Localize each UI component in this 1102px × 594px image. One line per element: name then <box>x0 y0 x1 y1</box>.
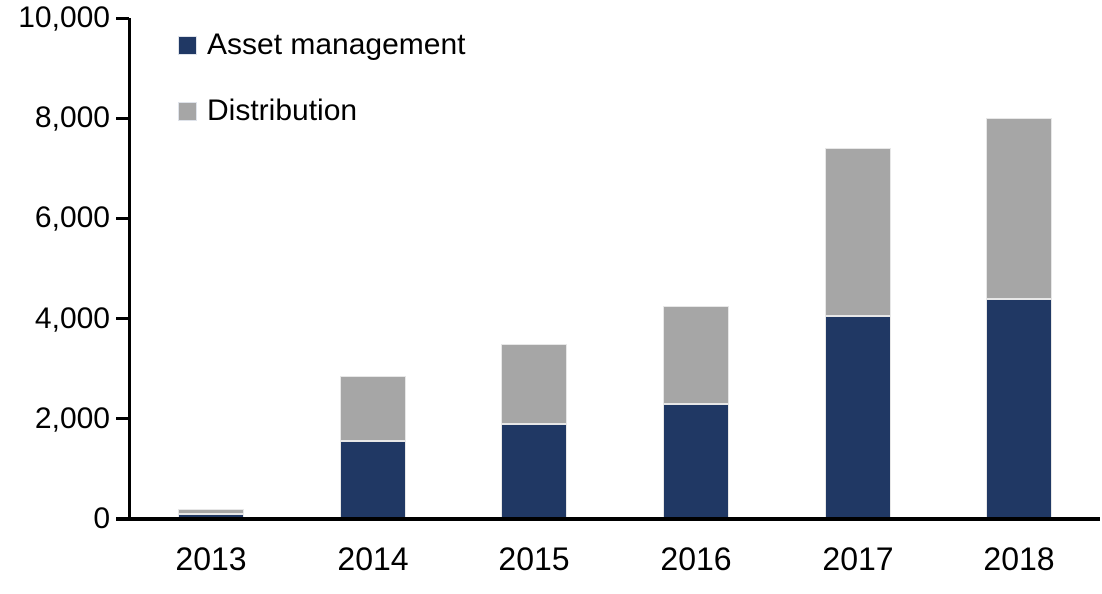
y-axis-tick <box>116 417 129 420</box>
bar-2016-distribution <box>663 306 729 404</box>
y-axis-tick-label: 6,000 <box>34 201 110 234</box>
x-axis-label-2015: 2015 <box>498 541 570 577</box>
bar-2017-asset-management <box>825 316 891 519</box>
legend-swatch-distribution <box>178 101 197 121</box>
bar-2015-distribution <box>501 343 567 424</box>
y-axis-tick <box>116 117 129 120</box>
bar-2013-distribution <box>178 508 244 514</box>
x-axis-label-2017: 2017 <box>822 541 894 577</box>
x-axis-line <box>116 517 1100 521</box>
legend-swatch-asset-management <box>178 35 197 55</box>
x-axis-label-2014: 2014 <box>337 541 409 577</box>
y-axis-tick <box>116 317 129 320</box>
x-axis-label-2016: 2016 <box>660 541 732 577</box>
y-axis-tick <box>116 217 129 220</box>
x-axis-label-2013: 2013 <box>175 541 247 577</box>
legend-item-asset-management: Asset management <box>178 28 465 62</box>
y-axis-line <box>128 18 131 521</box>
bar-2015-asset-management <box>501 423 567 519</box>
y-axis-tick-label: 2,000 <box>34 402 110 435</box>
legend-label: Asset management <box>207 28 466 61</box>
bar-2018-distribution <box>986 118 1052 299</box>
bar-2018-asset-management <box>986 298 1052 519</box>
y-axis-tick <box>116 17 129 20</box>
y-axis-tick-label: 8,000 <box>34 101 110 134</box>
bar-2017-distribution <box>825 148 891 317</box>
y-axis-tick-label: 10,000 <box>18 1 110 34</box>
legend-item-distribution: Distribution <box>178 94 357 128</box>
bar-2014-distribution <box>340 376 406 442</box>
bar-2016-asset-management <box>663 403 729 519</box>
bar-2014-asset-management <box>340 441 406 519</box>
y-axis-tick-label: 0 <box>93 502 110 535</box>
x-axis-label-2018: 2018 <box>983 541 1055 577</box>
legend-label: Distribution <box>207 94 358 127</box>
y-axis-tick-label: 4,000 <box>34 302 110 335</box>
y-axis-tick <box>116 518 129 521</box>
